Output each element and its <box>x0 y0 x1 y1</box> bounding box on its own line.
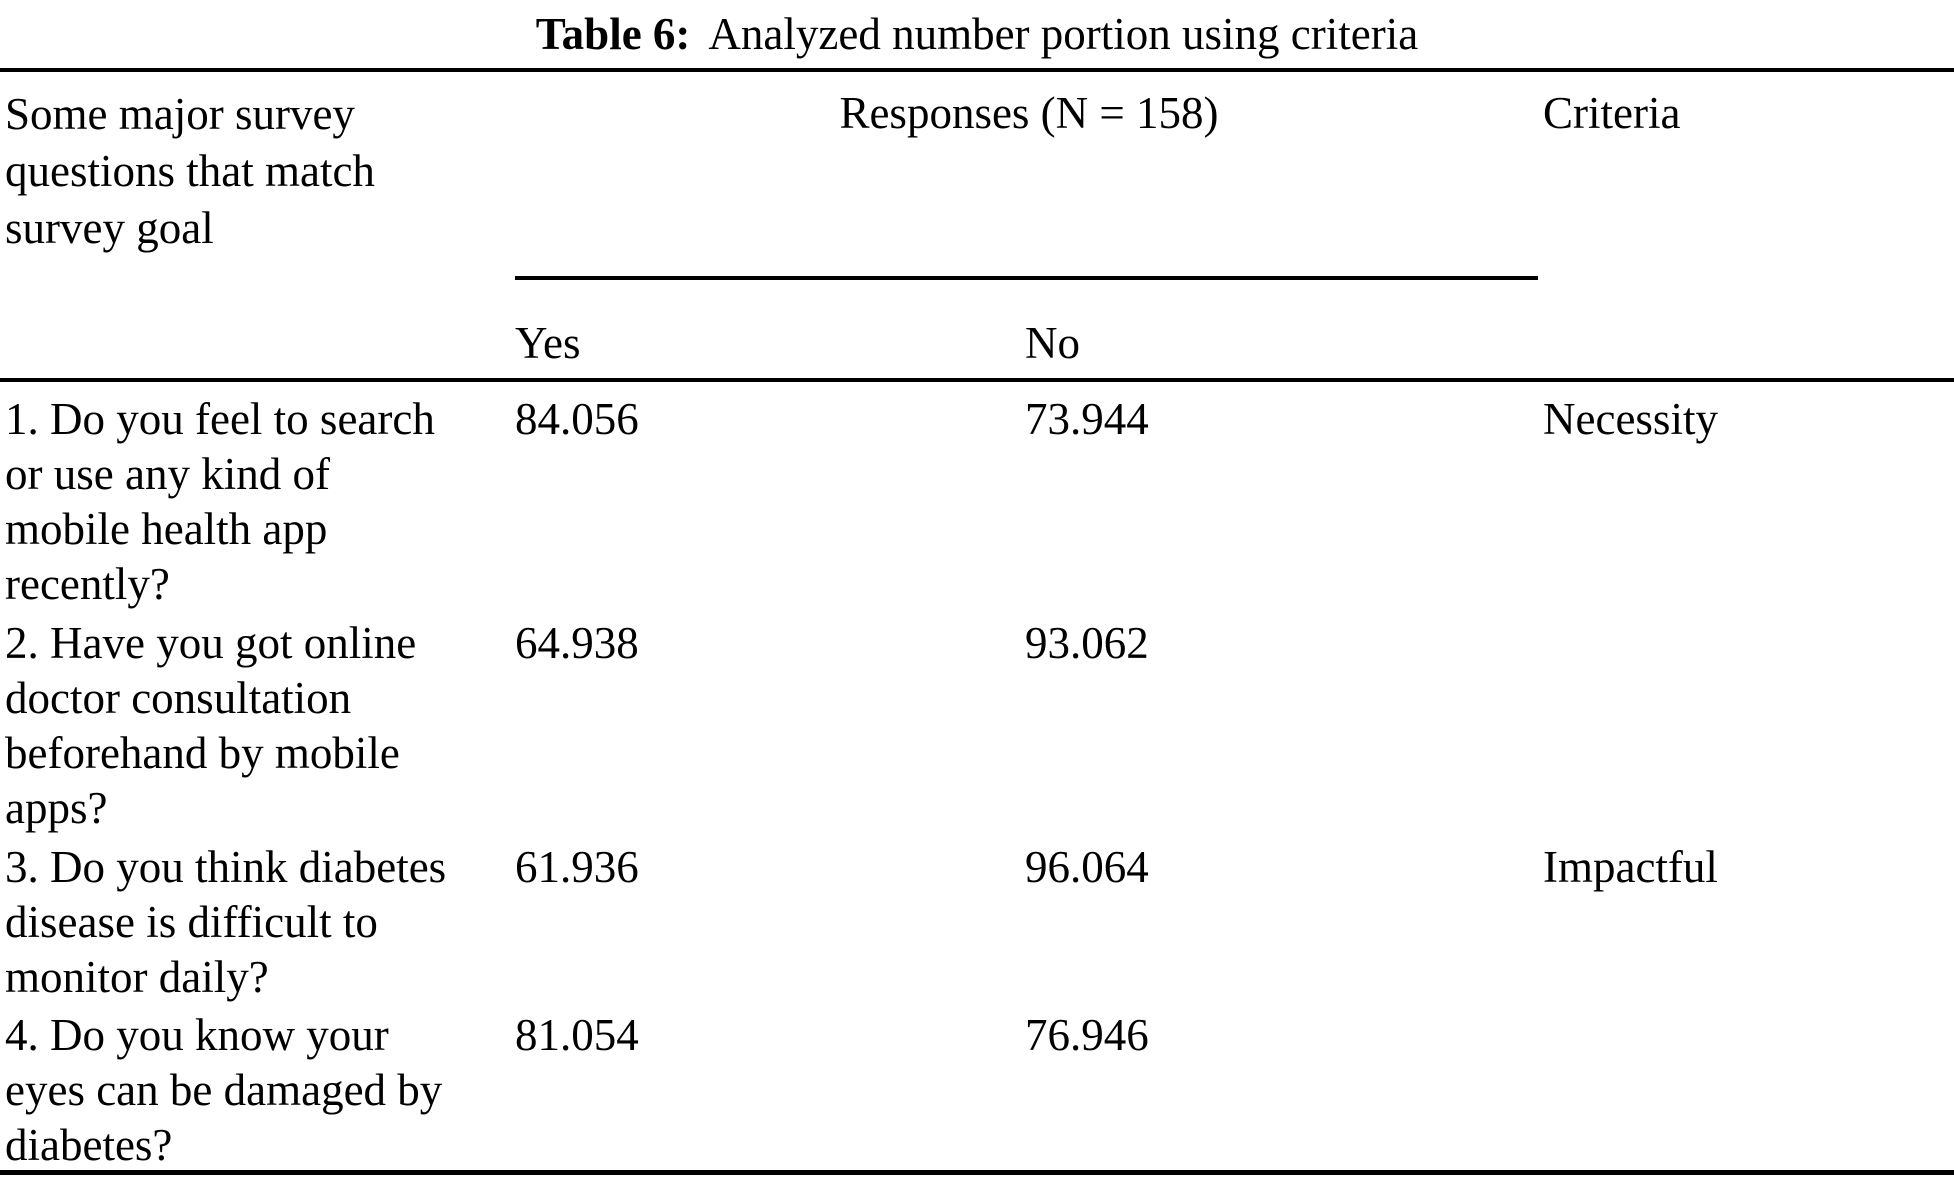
no-value: 76.946 <box>1025 1010 1149 1060</box>
table-caption-number: Table 6: <box>535 9 691 59</box>
no-value: 73.944 <box>1025 394 1149 444</box>
yes-value: 61.936 <box>515 842 639 892</box>
table-caption-title: Analyzed number portion using criteria <box>708 9 1419 59</box>
question-cell: 1. Do you feel to search or use any kind… <box>5 394 435 609</box>
table-row: 2. Have you got online doctor consultati… <box>0 616 1954 836</box>
criteria-cell: Necessity <box>1543 394 1718 444</box>
criteria-cell: Impactful <box>1543 842 1718 892</box>
table-row: 4. Do you know your eyes can be damaged … <box>0 1008 1954 1173</box>
header-bottom-rule <box>0 378 1954 382</box>
question-cell: 2. Have you got online doctor consultati… <box>5 618 417 833</box>
bottom-rule <box>0 1170 1954 1175</box>
yes-value: 84.056 <box>515 394 639 444</box>
question-cell: 3. Do you think diabetes disease is diff… <box>5 842 447 1002</box>
yes-value: 81.054 <box>515 1010 639 1060</box>
question-cell: 4. Do you know your eyes can be damaged … <box>5 1010 443 1170</box>
no-value: 93.062 <box>1025 618 1149 668</box>
header-responses-group: Responses (N = 158) <box>839 88 1219 138</box>
table-caption: Table 6: Analyzed number portion using cr… <box>0 6 1954 63</box>
top-rule <box>0 68 1954 72</box>
table-row: 1. Do you feel to search or use any kind… <box>0 392 1954 612</box>
responses-span-rule <box>515 276 1538 280</box>
header-criteria: Criteria <box>1543 88 1681 138</box>
yes-value: 64.938 <box>515 618 639 668</box>
header-yes: Yes <box>515 318 581 368</box>
header-no: No <box>1025 318 1080 368</box>
no-value: 96.064 <box>1025 842 1149 892</box>
header-questions-column: Some major survey questions that match s… <box>5 89 375 253</box>
table-row: 3. Do you think diabetes disease is diff… <box>0 840 1954 1005</box>
